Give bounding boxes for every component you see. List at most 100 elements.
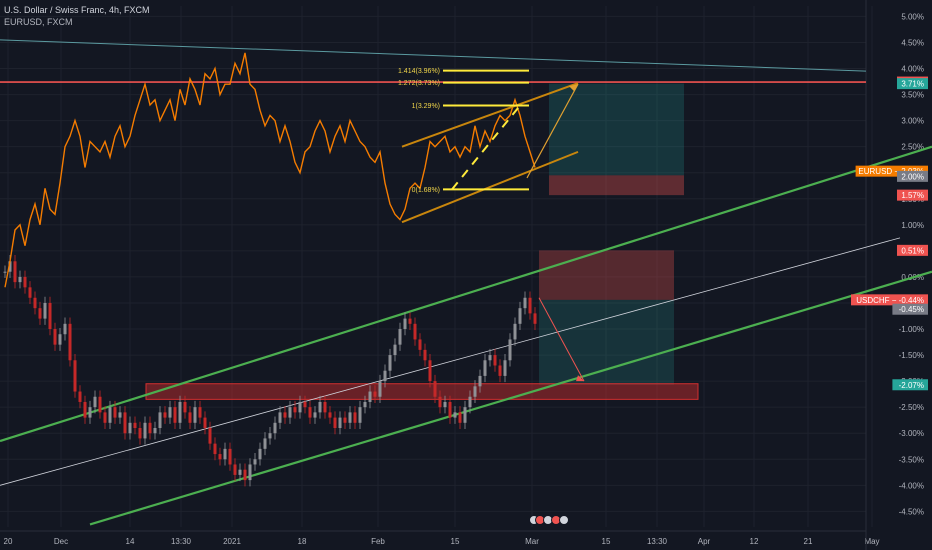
usdchf-candle bbox=[228, 448, 232, 465]
y-tick-label: 2.50% bbox=[901, 143, 924, 152]
usdchf-candle bbox=[233, 464, 237, 475]
usdchf-candle bbox=[318, 401, 322, 413]
usdchf-candle bbox=[213, 443, 217, 455]
usdchf-candle bbox=[248, 464, 252, 481]
usdchf-candle bbox=[58, 334, 62, 345]
price-badge bbox=[892, 303, 928, 315]
event-marker-icon bbox=[559, 515, 569, 525]
usdchf-candle bbox=[78, 391, 82, 402]
compare-symbol-title: EURUSD, FXCM bbox=[4, 17, 73, 27]
short-position-target-zone bbox=[539, 299, 674, 385]
usdchf-candle bbox=[383, 370, 387, 382]
usdchf-candle bbox=[243, 469, 247, 481]
symbol-title: U.S. Dollar / Swiss Franc, 4h, FXCM bbox=[4, 5, 150, 15]
usdchf-candle bbox=[518, 308, 522, 324]
long-trend-line bbox=[0, 39, 867, 72]
price-badge bbox=[855, 165, 928, 177]
usdchf-candle bbox=[298, 401, 302, 413]
eurusd-channel-upper bbox=[401, 82, 579, 148]
usdchf-candle bbox=[143, 422, 147, 439]
usdchf-candle bbox=[413, 323, 417, 340]
channel-upper-line bbox=[0, 145, 932, 443]
channel-lower-line bbox=[89, 270, 932, 526]
usdchf-candle bbox=[88, 407, 92, 418]
usdchf-candle bbox=[153, 428, 157, 434]
usdchf-candle bbox=[98, 396, 102, 413]
price-badge bbox=[897, 78, 928, 90]
usdchf-candle bbox=[208, 428, 212, 444]
price-badge bbox=[851, 294, 928, 306]
usdchf-candle bbox=[138, 428, 142, 439]
usdchf-candle bbox=[363, 401, 367, 408]
usdchf-candle bbox=[178, 401, 182, 423]
usdchf-candle bbox=[63, 323, 67, 335]
x-tick-label: Mar bbox=[525, 537, 539, 546]
usdchf-candle bbox=[33, 297, 37, 309]
usdchf-candle bbox=[43, 302, 47, 319]
usdchf-candle bbox=[328, 412, 332, 418]
y-tick-label: -2.50% bbox=[899, 403, 924, 412]
y-tick-label: 4.50% bbox=[901, 38, 924, 47]
usdchf-candle bbox=[278, 412, 282, 423]
long-position-target-zone bbox=[549, 83, 684, 176]
y-tick-label: 3.50% bbox=[901, 91, 924, 100]
price-badge-label: 2.00% bbox=[901, 172, 924, 181]
x-tick-label: Feb bbox=[371, 537, 385, 546]
y-tick-label: -1.50% bbox=[899, 351, 924, 360]
usdchf-candle bbox=[183, 401, 187, 413]
usdchf-candle bbox=[533, 313, 537, 324]
usdchf-candle bbox=[118, 412, 122, 418]
price-badge-label: EURUSD − 2.03% bbox=[858, 167, 924, 176]
usdchf-candle bbox=[388, 355, 392, 371]
y-tick-label: -3.00% bbox=[899, 429, 924, 438]
usdchf-candle bbox=[38, 308, 42, 319]
usdchf-candle bbox=[468, 396, 472, 408]
usdchf-candle bbox=[483, 360, 487, 376]
x-tick-label: 18 bbox=[298, 537, 307, 546]
usdchf-candle bbox=[3, 271, 7, 273]
usdchf-candle bbox=[198, 407, 202, 418]
usdchf-candle bbox=[438, 396, 442, 408]
usdchf-candle bbox=[303, 401, 307, 408]
usdchf-candle bbox=[313, 412, 317, 418]
usdchf-candle bbox=[133, 422, 137, 429]
usdchf-candle bbox=[238, 469, 242, 475]
price-badge bbox=[892, 379, 928, 391]
usdchf-candle bbox=[503, 360, 507, 376]
price-badge-label: 3.71% bbox=[901, 80, 924, 89]
usdchf-candle bbox=[463, 407, 467, 423]
eurusd-channel-lower bbox=[401, 150, 579, 224]
usdchf-candle bbox=[268, 433, 272, 439]
usdchf-candle bbox=[423, 349, 427, 361]
usdchf-candle bbox=[428, 360, 432, 382]
usdchf-candle bbox=[498, 365, 502, 376]
usdchf-candle bbox=[493, 355, 497, 366]
usdchf-candle bbox=[333, 417, 337, 429]
usdchf-candle bbox=[28, 287, 32, 298]
usdchf-candle bbox=[453, 412, 457, 418]
usdchf-candle bbox=[488, 355, 492, 361]
usdchf-candle bbox=[393, 344, 397, 356]
usdchf-candle bbox=[348, 412, 352, 423]
usdchf-candle bbox=[398, 329, 402, 345]
usdchf-candle bbox=[128, 422, 132, 434]
usdchf-candle bbox=[163, 412, 167, 418]
y-tick-label: 1.00% bbox=[901, 221, 924, 230]
usdchf-candle bbox=[408, 318, 412, 324]
price-badge-label: 0.51% bbox=[901, 246, 924, 255]
usdchf-candle bbox=[508, 339, 512, 361]
usdchf-candle bbox=[23, 276, 27, 288]
usdchf-candle bbox=[323, 401, 327, 413]
long-position-stop-zone bbox=[549, 175, 684, 196]
price-badge-label: -2.07% bbox=[899, 381, 924, 390]
usdchf-candle bbox=[448, 401, 452, 418]
usdchf-candle bbox=[338, 417, 342, 429]
x-tick-label: 15 bbox=[451, 537, 460, 546]
usdchf-candle bbox=[203, 417, 207, 429]
usdchf-candle bbox=[433, 381, 437, 397]
usdchf-candle bbox=[523, 297, 527, 309]
price-badge-label: 1.57% bbox=[901, 191, 924, 200]
usdchf-candle bbox=[168, 407, 172, 418]
usdchf-candle bbox=[403, 318, 407, 330]
